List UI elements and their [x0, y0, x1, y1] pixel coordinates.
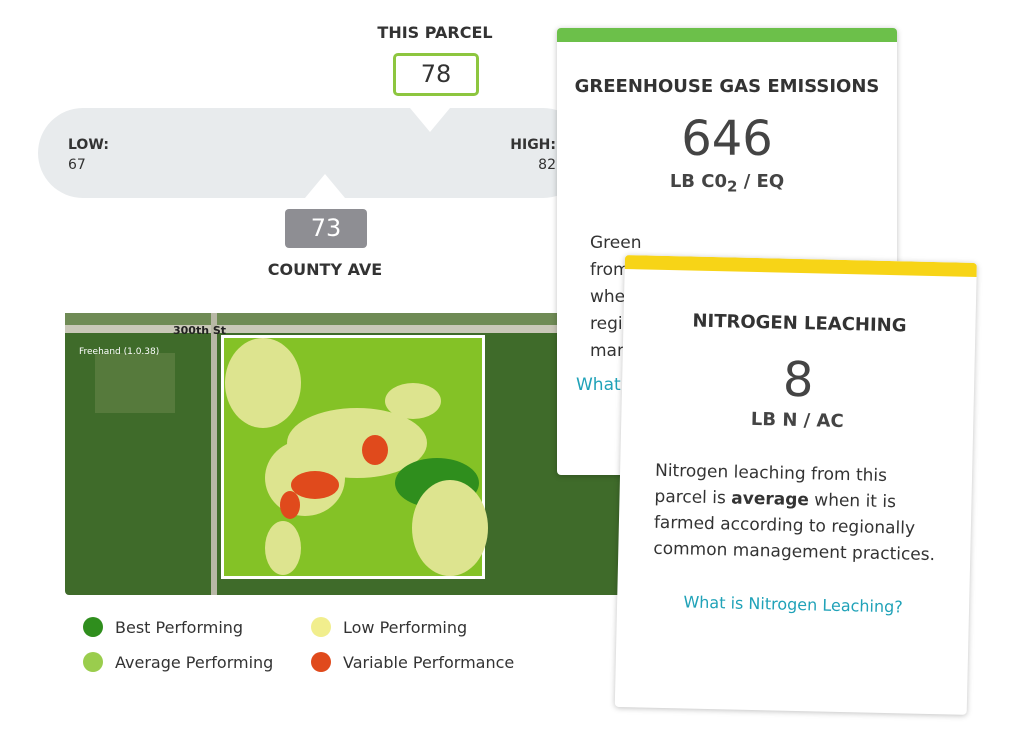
ghg-value: 646 — [681, 111, 773, 167]
map: 300th St Freehand (1.0.38) — [65, 313, 645, 595]
low-label: LOW: — [68, 137, 109, 153]
nitrogen-text: Nitrogen leaching from this parcel is av… — [653, 458, 942, 568]
high-value: 82 — [538, 157, 556, 173]
nitrogen-link[interactable]: What is Nitrogen Leaching? — [683, 592, 903, 617]
ghg-text-line: from — [590, 259, 630, 280]
ghg-unit-sub: 2 — [727, 177, 738, 196]
legend-item: Average Performing — [83, 652, 273, 672]
range-pill — [38, 108, 588, 198]
parcel-value: 78 — [393, 53, 479, 96]
nitrogen-value: 8 — [782, 351, 815, 409]
legend-item: Variable Performance — [311, 652, 514, 672]
ghg-unit-rest: / EQ — [737, 171, 785, 192]
legend-item: Low Performing — [311, 617, 467, 637]
parcel-label: THIS PARCEL — [377, 23, 493, 42]
ghg-unit: LB C0 — [669, 171, 728, 192]
ghg-text-line: Green — [590, 232, 642, 253]
legend-label: Low Performing — [343, 617, 468, 637]
road-label: 300th St — [173, 324, 226, 337]
legend-label: Variable Performance — [343, 652, 515, 672]
county-value: 73 — [285, 209, 367, 248]
legend-label: Average Performing — [115, 652, 274, 672]
legend-label: Best Performing — [115, 617, 244, 637]
ghg-text-line: wher — [590, 286, 633, 307]
ghg-text-line: regio — [590, 313, 633, 334]
ghg-title: GREENHOUSE GAS EMISSIONS — [574, 76, 880, 97]
text-bold: average — [731, 488, 810, 511]
legend-item: Best Performing — [83, 617, 243, 637]
high-label: HIGH: — [510, 137, 556, 153]
nitrogen-card: NITROGEN LEACHING 8 LB N / AC Nitrogen l… — [614, 255, 977, 715]
nitrogen-title: NITROGEN LEACHING — [692, 310, 907, 337]
county-label: COUNTY AVE — [267, 260, 383, 279]
low-value: 67 — [68, 157, 86, 173]
tool-label: Freehand (1.0.38) — [79, 347, 159, 357]
